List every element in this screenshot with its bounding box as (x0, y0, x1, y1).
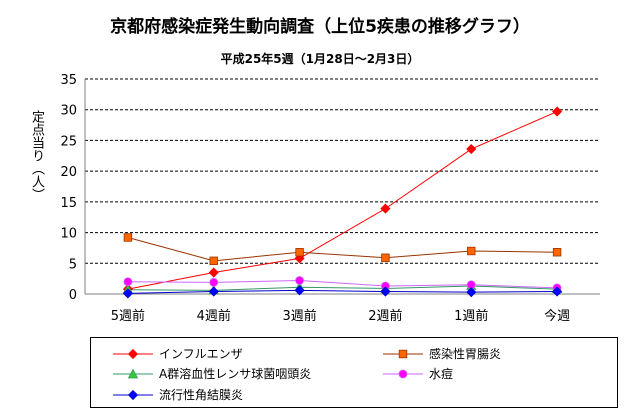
y-tick-label: 5 (69, 257, 77, 272)
line-chart: 0 5 10 15 20 25 30 35 5週前 4週前 3週前 2週前 1週前 今週 (60, 73, 600, 324)
series-line (127, 237, 558, 262)
x-tick-label: 4週前 (197, 308, 231, 324)
legend-swatch (383, 349, 423, 358)
data-point (209, 256, 218, 266)
series-line (127, 289, 558, 294)
data-point (466, 143, 477, 155)
y-tick-label: 15 (60, 196, 77, 211)
data-point (552, 106, 563, 117)
y-tick-label: 25 (60, 134, 77, 149)
data-point (122, 288, 133, 299)
legend-entry: 流行性角結膜炎 (111, 386, 243, 403)
data-point (208, 286, 219, 297)
legend-swatch (113, 389, 153, 400)
legend: インフルエンザ 感染性胃腸炎 A群溶血性レンサ球菌咽頭炎 水痘流行性角結膜炎 (90, 337, 618, 408)
legend-entry: A群溶血性レンサ球菌咽頭炎 (111, 365, 311, 382)
y-tick-label: 30 (60, 104, 77, 119)
x-tick-label: 2週前 (368, 308, 402, 324)
chart-title: 京都府感染症発生動向調査（上位5疾患の推移グラフ） (110, 17, 530, 37)
data-point (552, 248, 562, 257)
legend-label: 感染性胃腸炎 (429, 347, 502, 361)
x-tick-label: 3週前 (282, 308, 316, 324)
x-tick-label: 今週 (544, 308, 570, 324)
legend-swatch (113, 348, 153, 359)
legend-entry: インフルエンザ (111, 345, 243, 362)
x-tick-label: 5週前 (111, 308, 145, 324)
y-tick-label: 20 (60, 165, 77, 180)
series-line (127, 285, 558, 291)
legend-label: A群溶血性レンサ球菌咽頭炎 (159, 367, 312, 381)
data-point (123, 233, 133, 242)
legend-swatch (113, 368, 153, 378)
y-tick-label: 35 (60, 73, 77, 88)
data-point (381, 253, 390, 262)
legend-label: 水痘 (429, 367, 454, 381)
series-line (127, 111, 558, 290)
legend-swatch (383, 369, 423, 378)
y-axis-label: 定点当り（人） (29, 110, 44, 201)
x-tick-label: 1週前 (454, 308, 488, 324)
legend-entry: 感染性胃腸炎 (381, 345, 501, 362)
data-point (295, 248, 304, 257)
series-line (127, 279, 558, 289)
legend-label: 流行性角結膜炎 (159, 388, 244, 402)
data-point (380, 203, 391, 214)
chart-subtitle: 平成25年5週（1月28日～2月3日） (220, 52, 420, 66)
data-point (380, 286, 391, 297)
data-point (209, 277, 219, 287)
data-point (208, 267, 219, 278)
data-point (295, 276, 304, 285)
data-point (294, 285, 305, 296)
data-point (467, 246, 476, 256)
y-tick-label: 0 (69, 288, 77, 303)
data-point (552, 286, 563, 297)
data-point (466, 287, 477, 298)
data-point (123, 277, 133, 287)
legend-label: インフルエンザ (159, 347, 243, 361)
y-tick-label: 10 (60, 227, 77, 242)
legend-entry: 水痘 (381, 365, 453, 382)
